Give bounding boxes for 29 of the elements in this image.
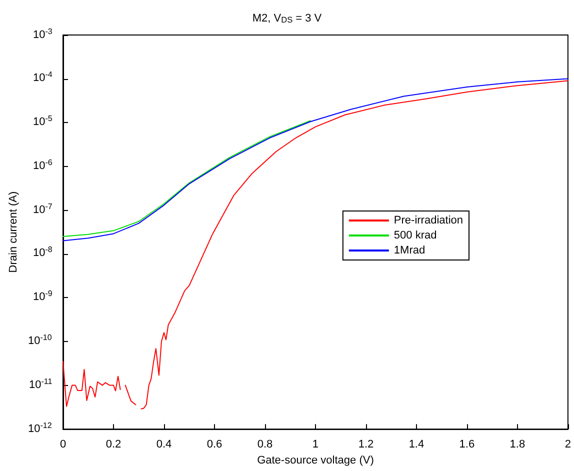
x-tick-label: 1.8 [510,438,526,451]
x-tick-label: 1 [312,438,319,451]
y-tick-label: 10$^{-5}$ [33,114,52,128]
chart-title: M2, VDS = 3 V [252,12,322,24]
y-tick-label: 10$^{-9}$ [33,289,52,304]
y-tick-label: 10$^{-4}$ [33,70,52,84]
y-tick-label: 10$^{-6}$ [33,158,52,172]
x-tick-label: 2 [564,438,572,451]
y-tick-label: 10$^{-7}$ [33,202,52,216]
y-tick-label: 10$^{-12}$ [28,420,52,435]
x-tick-label: 0.4 [156,438,172,451]
line-series [62,78,568,242]
x-axis-title: Gate-source voltage (V) [257,454,374,466]
x-tick-label: 1.2 [358,438,374,451]
legend-label: Pre-irradiation [394,214,464,226]
x-tick-label: 0.2 [106,438,122,451]
legend-label: 1Mrad [394,244,426,256]
x-tick-label: 1.4 [408,438,424,451]
y-tick-label: 10$^{-8}$ [33,245,52,260]
y-axis-title: Drain current (A) [8,191,20,273]
x-tick-label: 0.8 [257,438,273,451]
x-tick-label: 1.6 [459,438,475,451]
y-tick-label: 10$^{-10}$ [28,333,52,348]
legend-label: 500 krad [394,230,437,242]
x-tick-label: 0 [60,438,66,451]
x-tick-label: 0.6 [206,438,222,451]
y-tick-label: 10$^{-11}$ [29,376,52,391]
y-tick-label: 10$^{-3}$ [33,26,52,40]
line-series [62,120,311,238]
